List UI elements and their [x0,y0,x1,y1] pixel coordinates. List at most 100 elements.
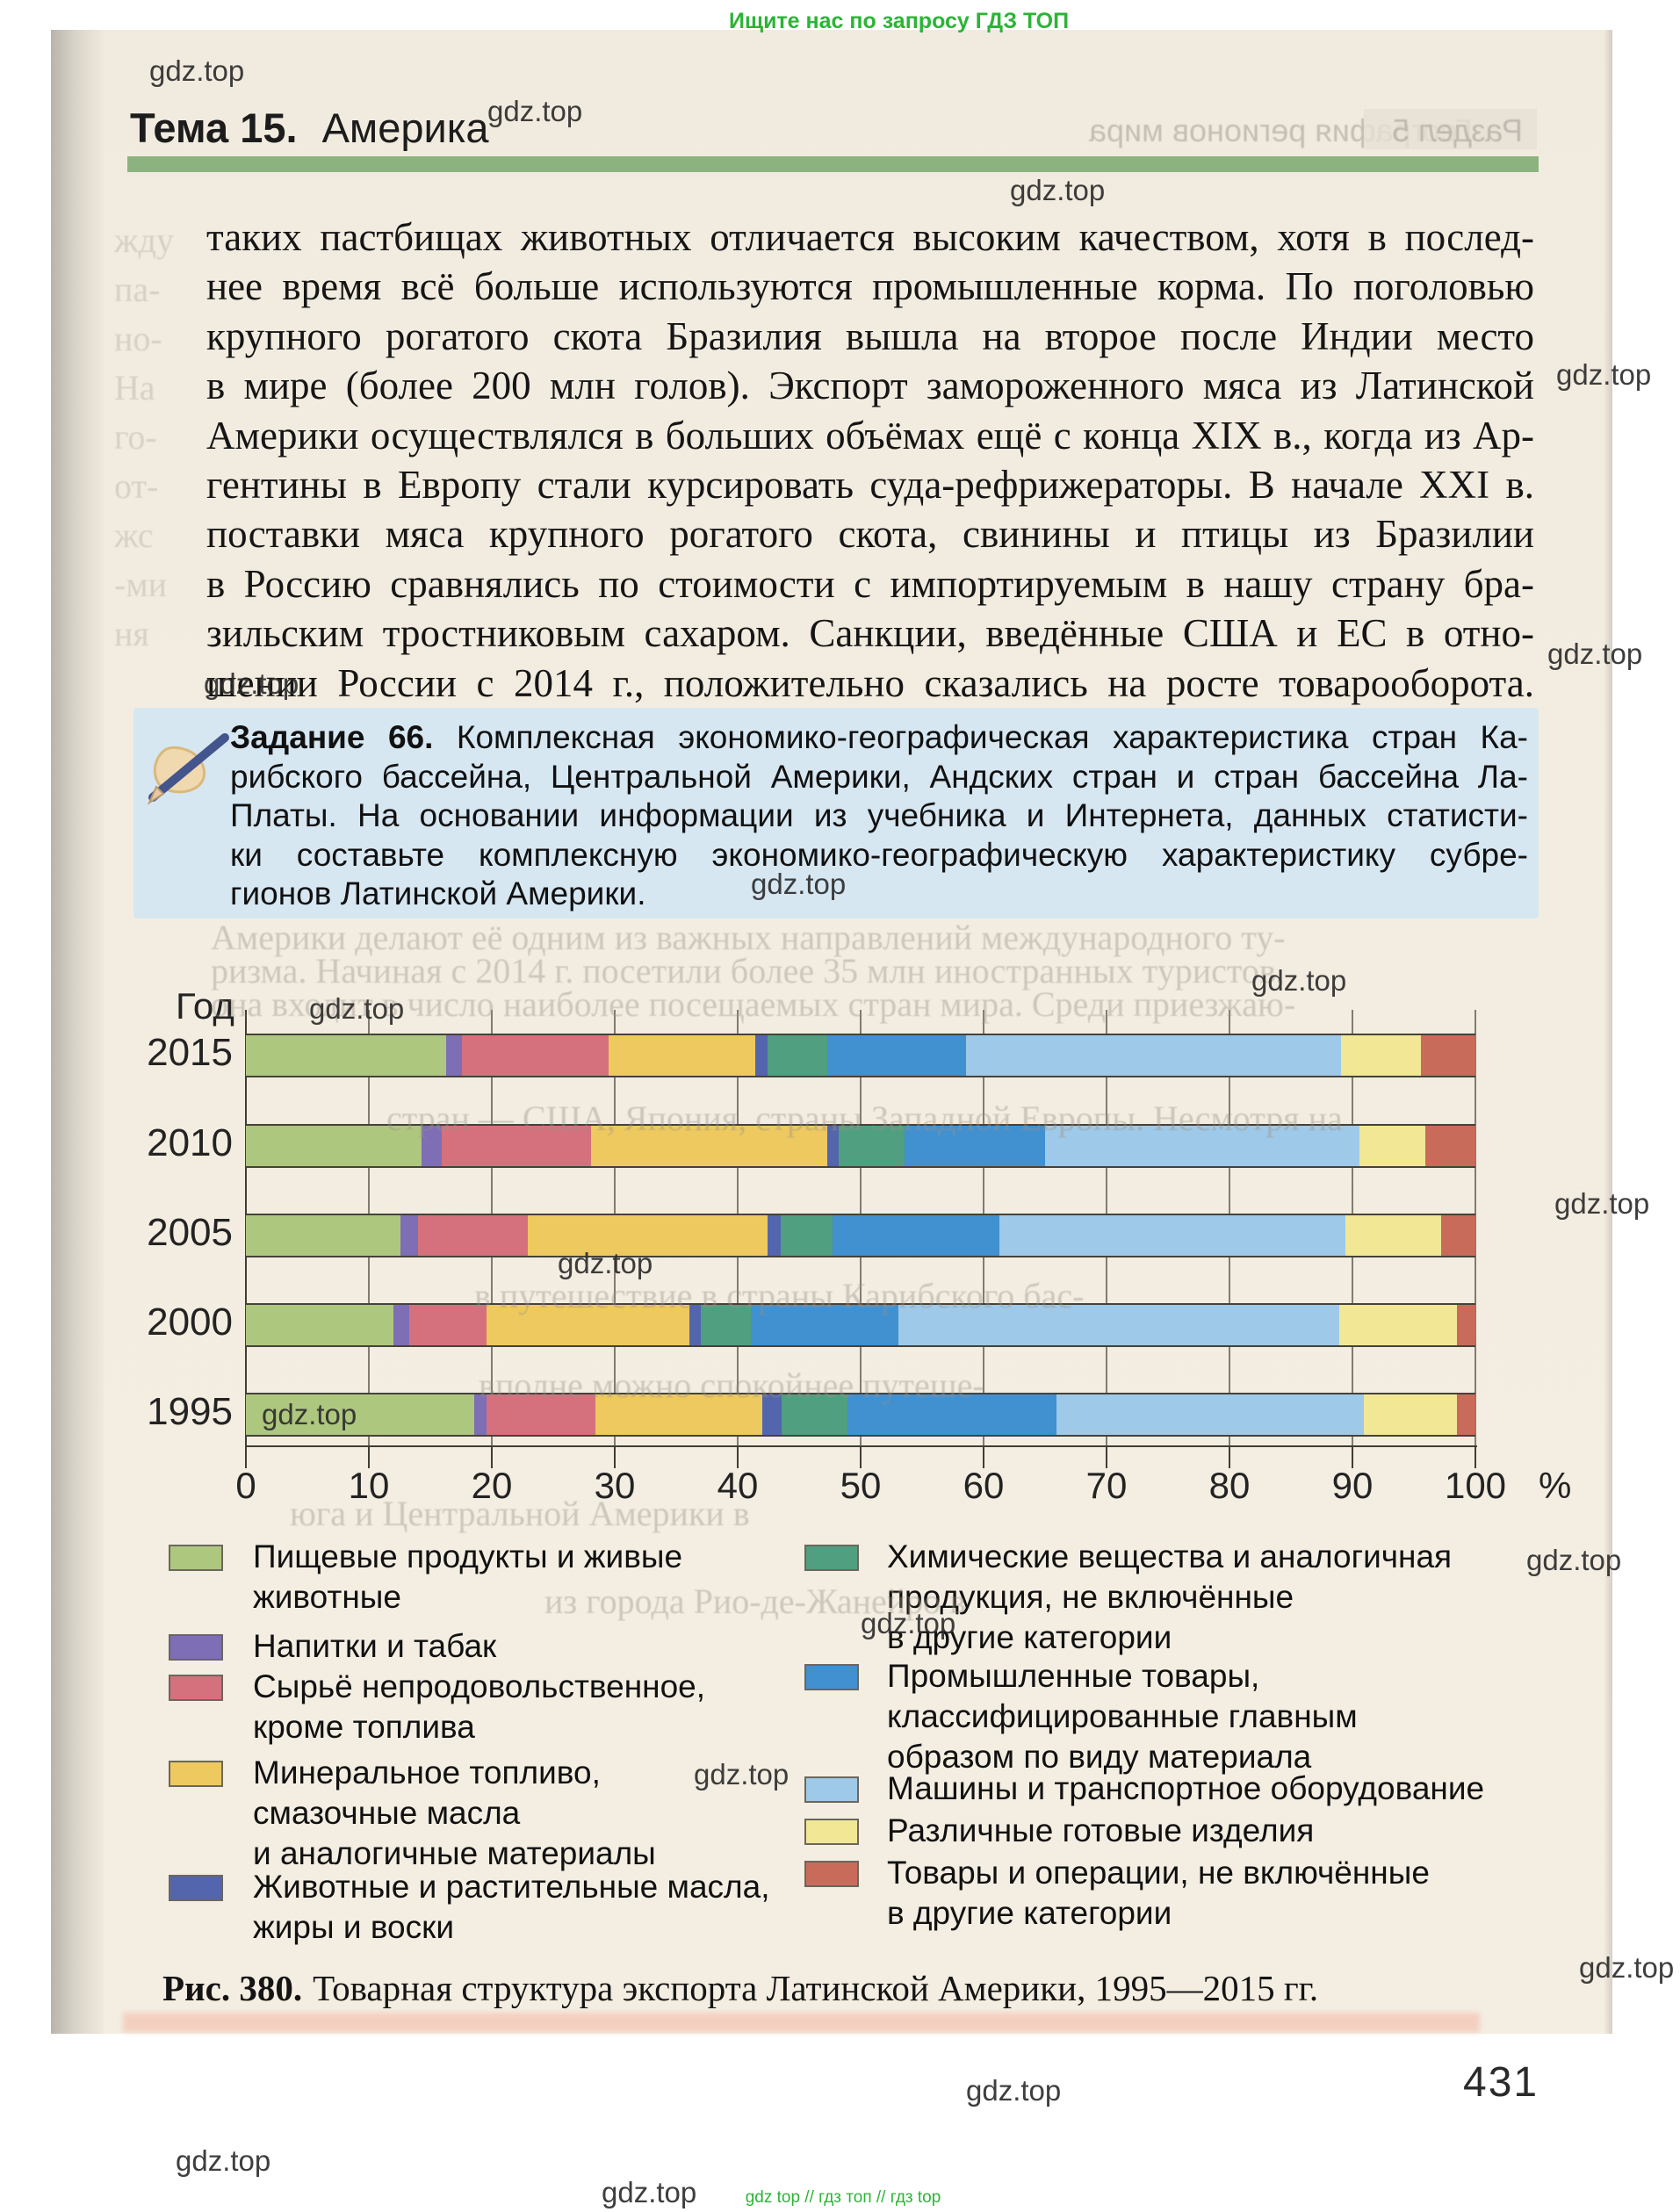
legend-swatch [169,1675,223,1701]
figure-caption: Рис. 380. Товарная структура экспорта Лат… [162,1967,1480,2009]
legend-swatch [804,1819,859,1845]
task-text: Задание 66. Комплексная экономико-геогра… [230,718,1528,914]
legend-label-line: и аналогичные материалы [253,1835,656,1871]
bar-segment [827,1035,967,1076]
bar-segment [474,1394,487,1435]
body-line: крупного рогатого скота Бразилия вышла н… [206,313,1534,358]
bar-segment [754,1035,768,1076]
x-tick-label: 60 [963,1465,1005,1506]
gdz-watermark: gdz.top [1526,1544,1622,1576]
body-line: таких пастбищах животных отличается высо… [206,215,1534,259]
legend-swatch [804,1861,859,1887]
figure-caption-text: Товарная структура экспорта Латинской Ам… [313,1968,1319,2008]
x-tick-70 [1106,1447,1107,1468]
chart-y-axis-title: Год [176,985,234,1027]
x-tick-label: 20 [471,1465,513,1506]
bar-segment [999,1215,1345,1256]
bar-segment [487,1305,690,1345]
bar-segment [1341,1035,1422,1076]
page-right-edge-shadow [1604,30,1612,2034]
bar-segment [1338,1305,1457,1345]
legend-label-line: продукция, не включённые [887,1579,1294,1615]
legend-label-line: в другие категории [887,1895,1172,1931]
gdz-watermark: gdz.top [1579,1951,1675,1984]
x-tick-label: 90 [1331,1465,1374,1506]
year-label-2015: 2015 [147,1031,233,1074]
bleedthrough-margin-fragment: ня [114,614,149,653]
legend-swatch [804,1664,859,1690]
x-tick-label: 100 [1444,1465,1507,1506]
task-box [133,708,1539,919]
bleedthrough-fragment: вполне можно спокойнее путеше- [479,1365,984,1405]
legend-label-line: Напитки и табак [253,1628,497,1664]
body-line: нее время всё больше используются промыш… [206,264,1534,309]
legend-swatch [169,1875,223,1901]
gdz-watermark: gdz.top [1010,174,1106,206]
bar-segment [1456,1305,1475,1345]
bar-segment [1456,1394,1475,1435]
legend-label-line: кроме топлива [253,1709,475,1745]
bleedthrough-margin-fragment: жду [114,220,174,260]
bar-segment [246,1215,401,1256]
bar-segment [246,1126,422,1166]
task-line: гионов Латинской Америки. [230,875,646,911]
legend-label-line: Товары и операции, не включённые [887,1855,1430,1891]
page-number: 431 [1463,2059,1539,2106]
gdz-watermark: gdz.top [1554,1187,1650,1220]
x-tick-60 [983,1447,984,1468]
book-spine-shadow [51,30,104,2034]
bleedthrough-margin-fragment: жс [114,515,154,555]
bar-segment [898,1305,1339,1345]
bar-segment [422,1126,442,1166]
gdz-watermark: gdz.top [1556,358,1652,391]
bleedthrough-margin-fragment: го- [114,417,157,457]
legend-label-line: Химические вещества и аналогичная [887,1538,1453,1574]
legend-label-line: Животные и растительные масла, [253,1869,770,1905]
legend-label-line: Различные готовые изделия [887,1812,1315,1848]
bar-segment [761,1394,782,1435]
legend-label-line: образом по виду материала [887,1739,1312,1775]
x-tick-90 [1352,1447,1353,1468]
legend-label-line: в другие категории [887,1619,1172,1655]
bar-segment [1424,1126,1475,1166]
legend-label-line: жиры и воски [253,1909,454,1945]
bar-segment [1421,1035,1475,1076]
bleedthrough-margin-fragment: -ми [114,565,168,604]
bleedthrough-margin-fragment: па- [114,270,161,309]
chapter-heading-title: Америка [321,104,489,151]
bar-segment [689,1305,701,1345]
task-line: ки составьте комплексную экономико-геогр… [230,836,1528,873]
legend-label-line: Пищевые продукты и живые [253,1538,683,1574]
body-line: в мире (более 200 млн голов). Экспорт за… [206,364,1534,408]
x-tick-100 [1475,1447,1476,1468]
heading-rule [127,156,1539,172]
bleedthrough-fragment: юга и Центральной Америки в [290,1494,750,1533]
gdz-watermark: gdz.top [262,1398,357,1430]
bar-segment [966,1035,1342,1076]
gdz-watermark: gdz.top [204,667,299,700]
gdz-watermark: gdz.top [1251,964,1347,997]
bar-segment [595,1394,762,1435]
bleedthrough-fragment: стран — США, Япония, страны Западной Евр… [386,1099,1343,1138]
x-axis-percent: % [1539,1465,1572,1506]
x-tick-label: 50 [840,1465,882,1506]
x-tick-20 [491,1447,493,1468]
bleedthrough-fragment: ризма. Начиная с 2014 г. посетили более … [211,951,1285,991]
promo-header-text: Ищите нас по запросу ГДЗ ТОП [729,9,1070,33]
x-tick-label: 40 [717,1465,759,1506]
legend-swatch [804,1776,859,1803]
x-tick-label: 10 [348,1465,390,1506]
bar-segment [591,1126,828,1166]
gdz-watermark: gdz.top [751,868,847,900]
bar-2010 [246,1124,1475,1168]
bar-segment [246,1035,447,1076]
x-tick-30 [614,1447,616,1468]
bar-segment [400,1215,418,1256]
bleedthrough-fragment: из города Рио-де-Жанейро в [544,1582,967,1621]
stacked-bar-chart: 0 10 20 30 40 50 60 70 80 90 100% [235,1010,1571,1506]
bleedthrough-section-badge [1364,109,1537,149]
bleedthrough-margin-fragment: но- [114,319,162,358]
gdz-watermark: gdz.top [558,1247,653,1279]
bar-2015 [246,1034,1475,1077]
bleedthrough-fragment: Америки делают её одним из важных направ… [211,918,1286,957]
